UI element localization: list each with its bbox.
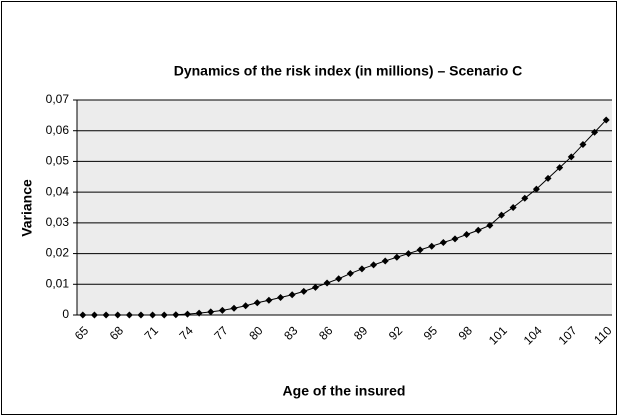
plot-area xyxy=(77,100,612,315)
marker xyxy=(358,265,366,273)
marker xyxy=(602,116,610,124)
x-axis-title: Age of the insured xyxy=(283,383,406,399)
y-tick-label: 0,03 xyxy=(46,215,70,229)
marker xyxy=(428,242,436,250)
y-tick-label: 0,02 xyxy=(46,246,70,260)
marker xyxy=(381,257,389,265)
marker xyxy=(544,174,552,182)
marker xyxy=(207,308,215,316)
marker xyxy=(451,235,459,243)
marker xyxy=(474,226,482,234)
marker xyxy=(265,296,273,304)
marker xyxy=(532,185,540,193)
y-tick-label: 0 xyxy=(62,307,69,321)
marker xyxy=(288,291,296,299)
marker xyxy=(439,239,447,247)
marker xyxy=(591,128,599,136)
marker xyxy=(79,311,87,319)
marker xyxy=(509,204,517,211)
marker xyxy=(370,261,378,269)
marker xyxy=(463,231,471,239)
y-axis-title: Variance xyxy=(19,179,35,237)
marker xyxy=(311,283,319,291)
y-tick-label: 0,07 xyxy=(46,92,70,106)
marker xyxy=(567,153,575,161)
y-tick-label: 0,04 xyxy=(46,184,70,198)
line xyxy=(82,119,607,316)
y-tick-label: 0,05 xyxy=(46,154,70,168)
marker xyxy=(195,309,203,317)
marker xyxy=(486,221,494,229)
marker xyxy=(300,287,308,295)
marker xyxy=(102,311,110,319)
marker xyxy=(335,275,343,283)
marker xyxy=(416,246,424,254)
marker xyxy=(323,279,331,287)
marker xyxy=(149,311,157,319)
marker xyxy=(277,293,285,301)
marker xyxy=(125,311,133,319)
y-tick-label: 0,06 xyxy=(46,123,70,137)
marker xyxy=(114,311,122,319)
marker xyxy=(498,211,506,219)
marker xyxy=(346,270,354,278)
marker xyxy=(218,306,226,314)
y-tick-label: 0,01 xyxy=(46,276,70,290)
marker xyxy=(230,304,238,312)
marker xyxy=(160,311,168,319)
marker xyxy=(137,311,145,319)
marker xyxy=(556,164,564,172)
marker xyxy=(393,253,401,261)
chart-title: Dynamics of the risk index (in millions)… xyxy=(174,63,523,79)
marker xyxy=(521,194,529,202)
marker xyxy=(172,311,180,319)
marker xyxy=(90,311,98,319)
marker xyxy=(579,141,587,149)
marker xyxy=(253,299,261,307)
marker xyxy=(404,250,412,258)
marker xyxy=(242,302,250,310)
marker xyxy=(183,310,191,318)
